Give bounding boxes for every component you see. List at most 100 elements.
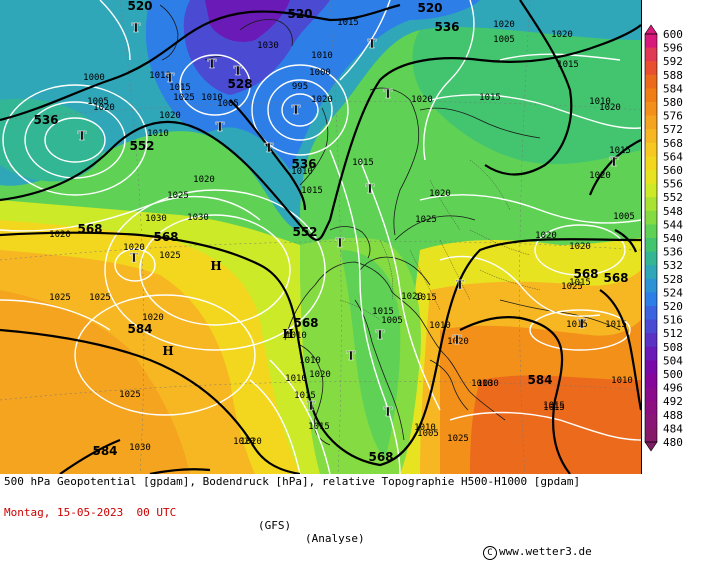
isobar-label: 1015 [337, 18, 359, 28]
isobar-label: 1015 [415, 293, 437, 303]
isobar-label: 1025 [173, 93, 195, 103]
isobar-label: 1015 [543, 403, 565, 413]
isobar-label: 1015 [566, 320, 588, 330]
geopotential-label: 552 [292, 225, 317, 239]
high-pressure-symbol: H [282, 327, 293, 341]
isobar-label: 1030 [477, 379, 499, 389]
scale-bottom-arrow [644, 441, 658, 452]
low-pressure-symbol: T [453, 333, 462, 347]
geopotential-label: 536 [33, 113, 58, 127]
color-scale-swatch [645, 387, 657, 402]
color-scale-label: 520 [663, 300, 683, 313]
low-pressure-symbol: T [456, 278, 465, 292]
caption-bar: 500 hPa Geopotential [gpdam], Bodendruck… [0, 474, 704, 560]
isobar-label: 1020 [309, 370, 331, 380]
color-scale-swatch [645, 428, 657, 443]
color-scale-swatch [645, 292, 657, 307]
geopotential-label: 520 [287, 7, 312, 21]
color-scale-label: 536 [663, 246, 683, 259]
isobar-label: 1015 [169, 83, 191, 93]
isobar-label: 1025 [415, 215, 437, 225]
color-scale-frame [644, 33, 658, 443]
low-pressure-symbol: T [578, 317, 587, 331]
isobar-label: 1005 [613, 212, 635, 222]
geopotential-label: 536 [434, 20, 459, 34]
isobar-label: 1020 [429, 189, 451, 199]
caption-title: 500 hPa Geopotential [gpdam], Bodendruck… [4, 475, 581, 488]
low-pressure-symbol: T [347, 349, 356, 363]
isobar-label: 1015 [479, 93, 501, 103]
low-pressure-symbol: T [132, 21, 141, 35]
geopotential-label: 568 [153, 230, 178, 244]
isobar-label: 1020 [233, 437, 255, 447]
color-scale-swatch [645, 414, 657, 429]
isobar-label: 1020 [599, 103, 621, 113]
color-scale-label: 560 [663, 164, 683, 177]
low-pressure-symbol: T [384, 87, 393, 101]
isobar-label: 1005 [417, 429, 439, 439]
caption-model: (GFS) [258, 519, 292, 532]
color-scale-swatch [645, 102, 657, 117]
color-scale-label: 576 [663, 110, 683, 123]
color-scale-swatch [645, 61, 657, 76]
color-scale-swatch [645, 156, 657, 171]
caption-credit-text: www.wetter3.de [499, 545, 592, 558]
color-scale-swatch [645, 210, 657, 225]
color-scale-label: 540 [663, 232, 683, 245]
isobar-label: 1025 [561, 282, 583, 292]
color-scale-swatch [645, 401, 657, 416]
color-scale-swatch [645, 34, 657, 49]
geopotential-label: 552 [129, 139, 154, 153]
geopotential-label: 568 [368, 450, 393, 464]
map-panel: 520 520 520 528 536 536 552 536 552 568 568 584 568 5… [0, 0, 642, 475]
isobar-label: 1005 [87, 97, 109, 107]
isobar-label: 1005 [217, 99, 239, 109]
color-scale-label: 564 [663, 150, 683, 163]
isobar-label: 1015 [372, 307, 394, 317]
geopotential-label: 584 [127, 322, 152, 336]
color-scale-swatch [645, 224, 657, 239]
low-pressure-symbol: T [336, 236, 345, 250]
isobar-label: 1020 [159, 111, 181, 121]
color-scale-label: 496 [663, 382, 683, 395]
geopotential-label: 568 [77, 222, 102, 236]
low-pressure-symbol: T [130, 251, 139, 265]
isobar-label: 1010 [589, 97, 611, 107]
color-scale-label: 572 [663, 123, 683, 136]
isobar-label: 1015 [301, 186, 323, 196]
isobar-label: 995 [292, 82, 308, 92]
color-scale-label: 532 [663, 259, 683, 272]
color-scale-label: 600 [663, 28, 683, 41]
isobar-label: 1000 [309, 68, 331, 78]
low-pressure-symbol: T [208, 57, 217, 71]
low-pressure-symbol: T [78, 129, 87, 143]
isobar-label: 1030 [187, 213, 209, 223]
low-pressure-symbol: T [366, 182, 375, 196]
geopotential-contours [0, 0, 641, 474]
low-pressure-symbol: T [610, 155, 619, 169]
color-scale-swatch [645, 47, 657, 62]
color-scale-label: 480 [663, 436, 683, 449]
color-scale-swatch [645, 278, 657, 293]
geopotential-label: 520 [127, 0, 152, 13]
low-pressure-symbol: T [384, 405, 393, 419]
isobar-label: 1020 [447, 337, 469, 347]
color-scale-label: 552 [663, 191, 683, 204]
isobar-label: 1020 [49, 230, 71, 240]
low-pressure-symbol: T [234, 64, 243, 78]
low-pressure-symbol: T [292, 103, 301, 117]
isobar-label: 1015 [308, 422, 330, 432]
color-scale-label: 484 [663, 422, 683, 435]
thickness-540-north [412, 27, 641, 165]
color-scale: 6005965925885845805765725685645605565525… [644, 24, 683, 452]
color-scale-label: 556 [663, 178, 683, 191]
color-scale-label: 596 [663, 42, 683, 55]
caption-meta: Montag, 15-05-2023 00 UTC (GFS) (Analyse… [0, 493, 704, 571]
low-pressure-symbol: T [307, 399, 316, 413]
isobar-label: 1030 [145, 214, 167, 224]
isobar-label: 1015 [543, 401, 565, 411]
color-scale-label: 580 [663, 96, 683, 109]
color-scale-swatch [645, 183, 657, 198]
isobar-label: 1020 [193, 175, 215, 185]
isobar-label: 1010 [285, 374, 307, 384]
